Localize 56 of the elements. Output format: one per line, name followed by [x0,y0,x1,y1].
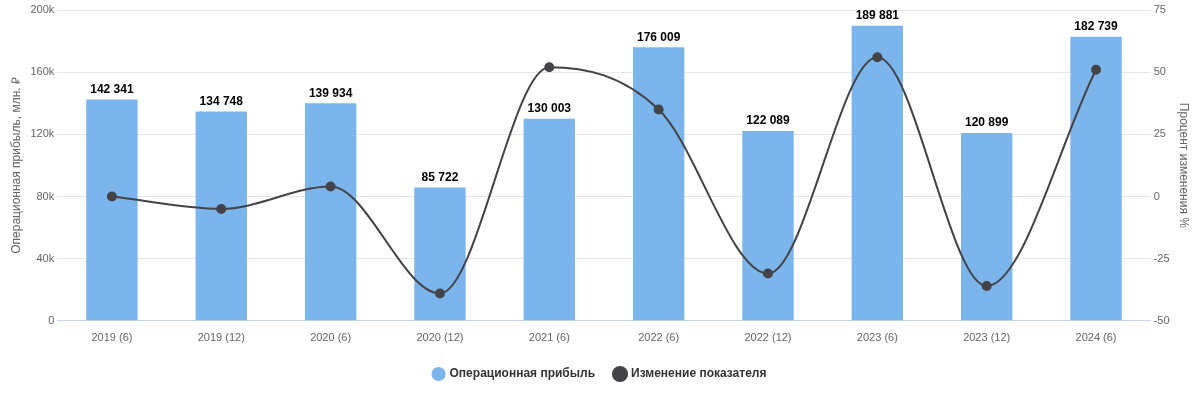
x-tick-label: 2020 (6) [310,331,352,344]
x-tick-label: 2023 (6) [856,331,898,344]
bar [414,187,466,321]
y-tick-label: 120k [30,127,55,140]
y-tick-label: 160k [30,65,55,78]
y2-axis-title: Процент изменения % [1177,102,1192,229]
data-label: 122 089 [746,113,790,128]
x-tick-label: 2020 (12) [416,331,464,344]
x-tick-label: 2024 (6) [1075,331,1117,344]
data-label: 130 003 [527,101,572,116]
y-tick-label: 40k [36,251,55,264]
bar [742,131,794,321]
point [1091,64,1102,75]
bar [195,111,247,321]
bar [304,103,357,321]
x-tick-label: 2023 (12) [963,331,1011,344]
x-tick-label: 2022 (12) [744,331,792,344]
legend-label: Операционная прибыль [449,366,596,381]
data-label: 182 739 [1074,19,1119,34]
data-label: 139 934 [308,85,353,100]
data-label: 189 881 [855,8,900,23]
point [981,280,992,291]
point [872,52,883,63]
point [106,191,117,202]
x-tick-label: 2022 (6) [638,331,680,344]
point [434,288,445,299]
data-label: 176 009 [636,29,681,44]
data-label: 134 748 [199,93,244,108]
y-axis-title: Операционная прибыль, млн. ₽ [8,77,23,254]
point [544,62,555,73]
point [653,104,664,115]
data-label: 120 899 [964,115,1009,130]
y-tick-label: 80k [36,189,55,202]
point [763,268,773,279]
x-tick-label: 2019 (6) [91,331,133,344]
legend-label: Изменение показателя [631,366,767,381]
y2-tick-label: 25 [1153,127,1166,140]
bar [960,132,1013,321]
bar [632,47,685,321]
bar [86,99,138,321]
bar [1070,36,1122,321]
y-tick-label: 200k [30,3,55,16]
data-label: 85 722 [421,169,459,184]
point [325,181,336,192]
y2-tick-label: -50 [1153,313,1170,326]
y-tick-label: 0 [48,313,55,326]
data-label: 142 341 [90,81,134,96]
y2-tick-label: 75 [1153,3,1166,16]
x-tick-label: 2019 (12) [197,331,245,344]
point [216,203,227,214]
bar [523,118,575,321]
y2-tick-label: -25 [1153,251,1170,264]
x-tick-label: 2021 (6) [528,331,570,344]
y2-tick-label: 0 [1153,189,1160,202]
bar [851,25,904,321]
y2-tick-label: 50 [1153,65,1166,78]
